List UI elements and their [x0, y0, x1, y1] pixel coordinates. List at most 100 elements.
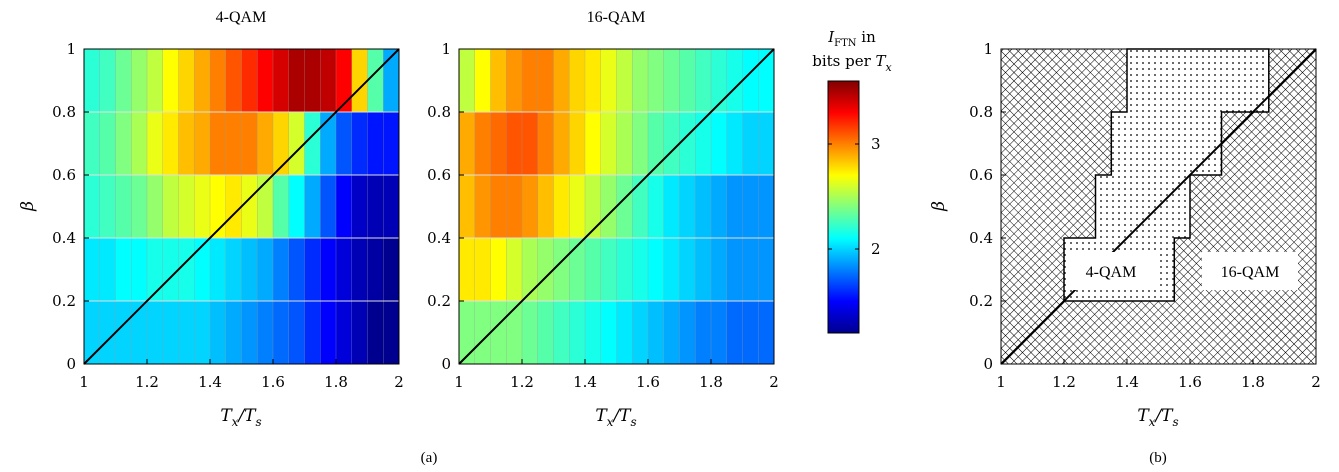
- heatmap-cell: [474, 49, 491, 113]
- heatmap-cell: [115, 175, 132, 239]
- heatmap-cell: [569, 49, 586, 113]
- label-box-16qam: [1202, 252, 1298, 290]
- heatmap-cell: [84, 175, 101, 239]
- heatmap-cell: [648, 112, 665, 176]
- heatmap-cell: [553, 175, 570, 239]
- heatmap-cell: [490, 301, 507, 365]
- heatmap-cell: [194, 175, 211, 239]
- heatmap-cell: [194, 238, 211, 302]
- y-tick-label: 0.2: [427, 292, 451, 310]
- x-tick-label: 1.2: [135, 373, 159, 391]
- y-tick-label: 0.2: [969, 292, 993, 310]
- heatmap-cell: [147, 238, 164, 302]
- x-axis-label-regions: Tx/Ts: [1137, 406, 1178, 429]
- y-axis-label-4qam: β: [18, 201, 38, 212]
- heatmap-cell: [490, 175, 507, 239]
- heatmap-cell: [506, 49, 523, 113]
- heatmap-cell: [320, 112, 337, 176]
- heatmap-cell: [351, 238, 368, 302]
- heatmap-cell: [178, 301, 195, 365]
- heatmap-cell: [600, 238, 617, 302]
- x-tick-label: 1.6: [1178, 373, 1202, 391]
- heatmap-cell: [474, 238, 491, 302]
- caption-a: (a): [421, 450, 438, 466]
- heatmap-cell: [131, 112, 148, 176]
- x-tick-label: 1.6: [636, 373, 660, 391]
- heatmap-cell: [194, 112, 211, 176]
- heatmap-cell: [304, 112, 321, 176]
- heatmap-cell: [742, 175, 759, 239]
- heatmap-cell: [742, 238, 759, 302]
- heatmap-cell: [131, 49, 148, 113]
- heatmap-cell: [600, 301, 617, 365]
- heatmap-cell: [131, 175, 148, 239]
- y-tick-label: 1: [66, 40, 76, 58]
- heatmap-cell: [632, 49, 649, 113]
- x-tick-label: 1.8: [699, 373, 723, 391]
- heatmap-cell: [522, 301, 539, 365]
- colorbar-title-line1: IFTN in: [827, 28, 876, 49]
- heatmap-cell: [336, 301, 353, 365]
- heatmap-cell: [147, 112, 164, 176]
- heatmap-cell: [288, 112, 305, 176]
- diagonal-line-4qam: [83, 48, 400, 365]
- heatmap-cell: [506, 112, 523, 176]
- x-tick-label: 1.8: [1241, 373, 1265, 391]
- heatmap-cell: [84, 301, 101, 365]
- heatmap-cell: [304, 238, 321, 302]
- heatmap-cell: [663, 301, 680, 365]
- heatmap-cell: [679, 238, 696, 302]
- colorbar-title-line2: bits per Tx: [812, 52, 892, 74]
- axes-frame-regions: [1000, 48, 1317, 365]
- heatmap-cell: [600, 49, 617, 113]
- heatmap-cell: [758, 49, 775, 113]
- heatmap-cell: [459, 112, 476, 176]
- x-tick-label: 2: [1311, 373, 1321, 391]
- heatmap-cell: [320, 301, 337, 365]
- diagonal-line-16qam: [458, 48, 775, 365]
- heatmap-cell: [367, 238, 384, 302]
- heatmap-cell: [336, 49, 353, 113]
- heatmap-cell: [383, 238, 400, 302]
- heatmap-cell: [663, 175, 680, 239]
- heatmap-cell: [663, 112, 680, 176]
- heatmap-cell: [726, 49, 743, 113]
- grid-lines-16qam: [459, 49, 774, 364]
- heatmap-cell: [522, 49, 539, 113]
- heatmap-cell: [632, 301, 649, 365]
- y-tick-label: 0.4: [52, 229, 76, 247]
- heatmap-cell: [695, 112, 712, 176]
- region-label-16qam: 16-QAM: [1221, 264, 1280, 281]
- heatmap-cell: [383, 301, 400, 365]
- heatmap-cell: [84, 238, 101, 302]
- colorbar-ticks: 23: [828, 135, 881, 258]
- heatmap-cell: [758, 175, 775, 239]
- heatmap-cell: [459, 238, 476, 302]
- x-tick-label: 1.4: [1115, 373, 1139, 391]
- heatmap-cell: [351, 175, 368, 239]
- tick-labels-16qam: 1 1.2 1.4 1.6 1.8 2 0 0.2 0.4 0.6 0.8 1: [427, 40, 779, 391]
- heatmap-cell: [210, 301, 227, 365]
- heatmap-panel-16qam: 16-QAM 1 1.2 1.4 1.6 1.8 2 0 0.2 0.4 0.6 0.8 1 Tx/T…: [427, 9, 779, 429]
- heatmap-cell: [99, 49, 116, 113]
- heatmap-cell: [273, 112, 290, 176]
- x-tick-label: 1: [454, 373, 464, 391]
- y-tick-label: 0: [66, 355, 76, 373]
- heatmap-cell: [459, 175, 476, 239]
- heatmap-cell: [506, 175, 523, 239]
- heatmap-cell: [585, 49, 602, 113]
- heatmap-cell: [569, 175, 586, 239]
- y-tick-label: 0.6: [52, 166, 76, 184]
- heatmap-cell: [522, 238, 539, 302]
- region-map-panel: 4-QAM 16-QAM 1 1.2 1.4 1.6 1.8 2 0 0.2 0.4 0.6 0.8…: [929, 40, 1321, 429]
- heatmap-cell: [537, 175, 554, 239]
- heatmap-cell: [648, 238, 665, 302]
- region-label-4qam: 4-QAM: [1086, 264, 1137, 281]
- heatmap-cell: [490, 238, 507, 302]
- heatmap-cell: [537, 49, 554, 113]
- colorbar-tick-label: 3: [871, 135, 881, 153]
- heatmap-cell: [616, 175, 633, 239]
- y-tick-label: 0.8: [969, 103, 993, 121]
- heatmap-cell: [474, 112, 491, 176]
- y-tick-label: 0.4: [427, 229, 451, 247]
